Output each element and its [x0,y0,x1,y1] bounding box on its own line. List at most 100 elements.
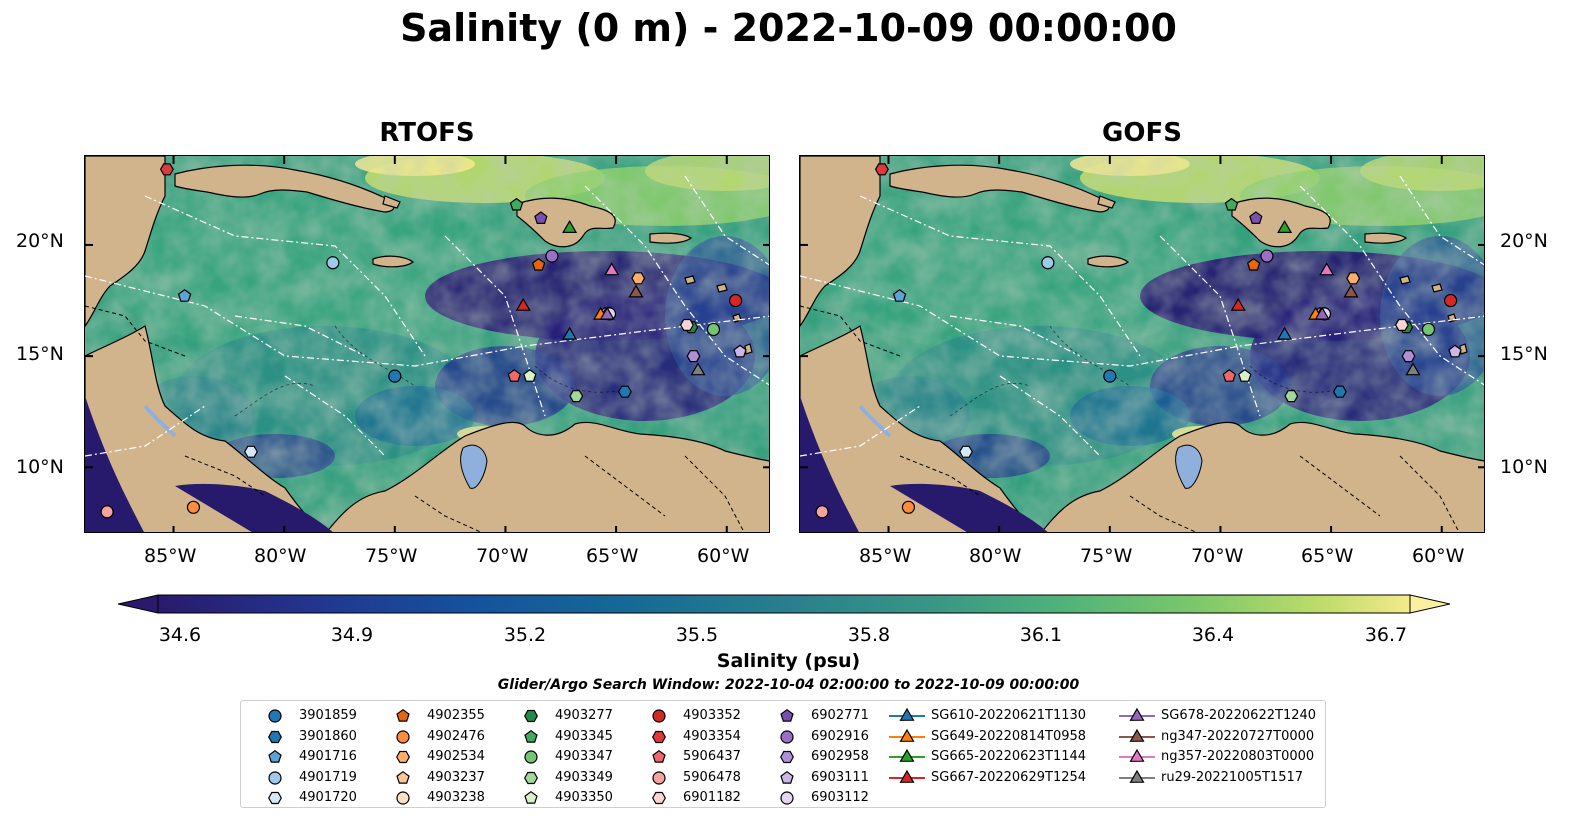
obs-marker-4901719[interactable] [326,256,340,270]
salinity-colorbar [117,594,1451,614]
obs-marker-4902355[interactable] [1246,257,1261,271]
obs-marker-6902916[interactable] [1260,249,1274,263]
legend-item-label: 6902916 [811,728,869,744]
circle-icon [652,770,666,785]
obs-marker-4903354[interactable] [159,163,174,176]
legend-item-label: 4903347 [555,749,613,764]
obs-marker-4901720[interactable] [244,445,258,458]
obs-marker-4902476[interactable] [901,500,916,514]
obs-marker-4902355[interactable] [531,257,546,271]
circle-icon [780,791,794,805]
obs-marker-ru29-20221005t1517[interactable] [1405,362,1421,376]
legend-item-label: 4902534 [427,749,485,764]
colorbar-svg [117,594,1451,614]
circle-icon [268,770,282,785]
obs-marker-6902771[interactable] [1249,211,1263,225]
gofs-salinity-map[interactable] [799,155,1485,533]
map-canvas [85,156,769,532]
obs-marker-4903350[interactable] [523,369,537,382]
obs-marker-4901716[interactable] [177,289,192,302]
obs-marker-6901182[interactable] [679,318,694,331]
legend-item-label: 4901716 [299,749,357,764]
obs-marker-ru29-20221005t1517[interactable] [690,362,706,376]
obs-marker-sg610-20220621t1130[interactable] [1277,326,1293,340]
obs-marker-sg678-20220622t1240[interactable] [1314,306,1330,320]
obs-marker-sg610-20220621t1130[interactable] [562,326,578,340]
colorbar-tick-5: 35.8 [847,624,891,646]
colorbar-tick-1: 34.6 [158,624,202,646]
obs-marker-6902771[interactable] [534,211,548,225]
lon-label-gofs-75w: 75°W [1080,545,1133,567]
obs-marker-6903111[interactable] [733,344,747,358]
obs-marker-5906478[interactable] [100,505,114,519]
obs-marker-6902958[interactable] [686,350,701,363]
lon-label-rtofs-75w: 75°W [365,545,418,567]
obs-marker-6901182[interactable] [1394,318,1409,331]
lon-label-gofs-70w: 70°W [1191,545,1244,567]
obs-marker-sg678-20220622t1240[interactable] [599,306,615,320]
circle-icon [652,709,666,723]
obs-marker-sg667-20220629t1254[interactable] [1230,297,1246,311]
legend-item-label: 6903111 [811,769,869,785]
obs-marker-ng357-20220803t0000[interactable] [604,262,620,276]
obs-marker-sg665-20220623t1144[interactable] [562,220,578,234]
obs-marker-ng347-20220727t0000[interactable] [1343,284,1359,298]
obs-marker-5906437[interactable] [1222,369,1237,382]
obs-marker-sg667-20220629t1254[interactable] [515,297,531,311]
colorbar-tick-2: 34.9 [330,624,374,646]
obs-marker-5906478[interactable] [815,505,829,519]
obs-marker-6902958[interactable] [1401,350,1416,363]
obs-marker-4902476[interactable] [186,500,201,514]
obs-marker-5906437[interactable] [507,369,522,382]
colorbar-tick-3: 35.2 [503,624,547,646]
obs-marker-4901720[interactable] [959,445,973,458]
lat-label-left-10: 10°N [16,456,64,478]
legend-item-label: SG649-20220814T0958 [931,728,1087,744]
legend-item-label: 5906478 [683,769,741,785]
obs-marker-4903354[interactable] [874,163,889,176]
obs-marker-4903349[interactable] [1284,390,1299,403]
legend-item-label: 4903277 [555,708,613,723]
circle-icon [268,709,282,723]
triangle-icon [1119,748,1155,762]
rtofs-salinity-map[interactable] [84,155,770,533]
obs-marker-3901860[interactable] [1332,385,1347,398]
obs-marker-sg665-20220623t1144[interactable] [1277,220,1293,234]
obs-marker-3901860[interactable] [617,385,632,398]
obs-marker-3901859[interactable] [388,369,402,383]
lat-label-left-15: 15°N [16,343,64,365]
legend-item-label: 4901720 [299,790,357,805]
obs-marker-4903347[interactable] [706,322,721,337]
lon-label-gofs-80w: 80°W [969,545,1022,567]
pentagon-icon [652,749,666,763]
hexagon-icon [268,791,282,805]
obs-marker-4902534[interactable] [1346,272,1361,285]
obs-marker-3901859[interactable] [1103,369,1117,383]
obs-marker-4903347[interactable] [1421,322,1436,337]
obs-marker-4902534[interactable] [631,272,646,285]
triangle-icon [889,769,925,783]
obs-marker-4903352[interactable] [728,293,743,308]
obs-marker-6902916[interactable] [545,249,559,263]
obs-marker-4903350[interactable] [1238,369,1252,382]
legend-item-label: 3901859 [299,708,357,723]
obs-marker-ng357-20220803t0000[interactable] [1319,262,1335,276]
circle-icon [396,729,410,744]
legend-item-label: ru29-20221005T1517 [1161,769,1304,785]
obs-marker-4903352[interactable] [1443,293,1458,308]
obs-marker-6903111[interactable] [1448,344,1462,358]
legend-item-label: 6903112 [811,790,869,805]
legend-item-label: ng357-20220803T0000 [1161,749,1315,764]
obs-marker-ng347-20220727t0000[interactable] [628,284,644,298]
obs-marker-4903345[interactable] [1224,197,1239,211]
obs-marker-4901719[interactable] [1041,256,1055,270]
obs-marker-4901716[interactable] [892,289,907,302]
triangle-icon [889,707,925,721]
legend-item-label: 4903237 [427,769,485,785]
legend-item-label: 6901182 [683,790,741,805]
circle-icon [780,729,794,744]
pentagon-icon [524,790,538,804]
obs-marker-4903349[interactable] [569,390,584,403]
legend-item-label: 4903350 [555,790,613,805]
obs-marker-4903345[interactable] [509,197,524,211]
